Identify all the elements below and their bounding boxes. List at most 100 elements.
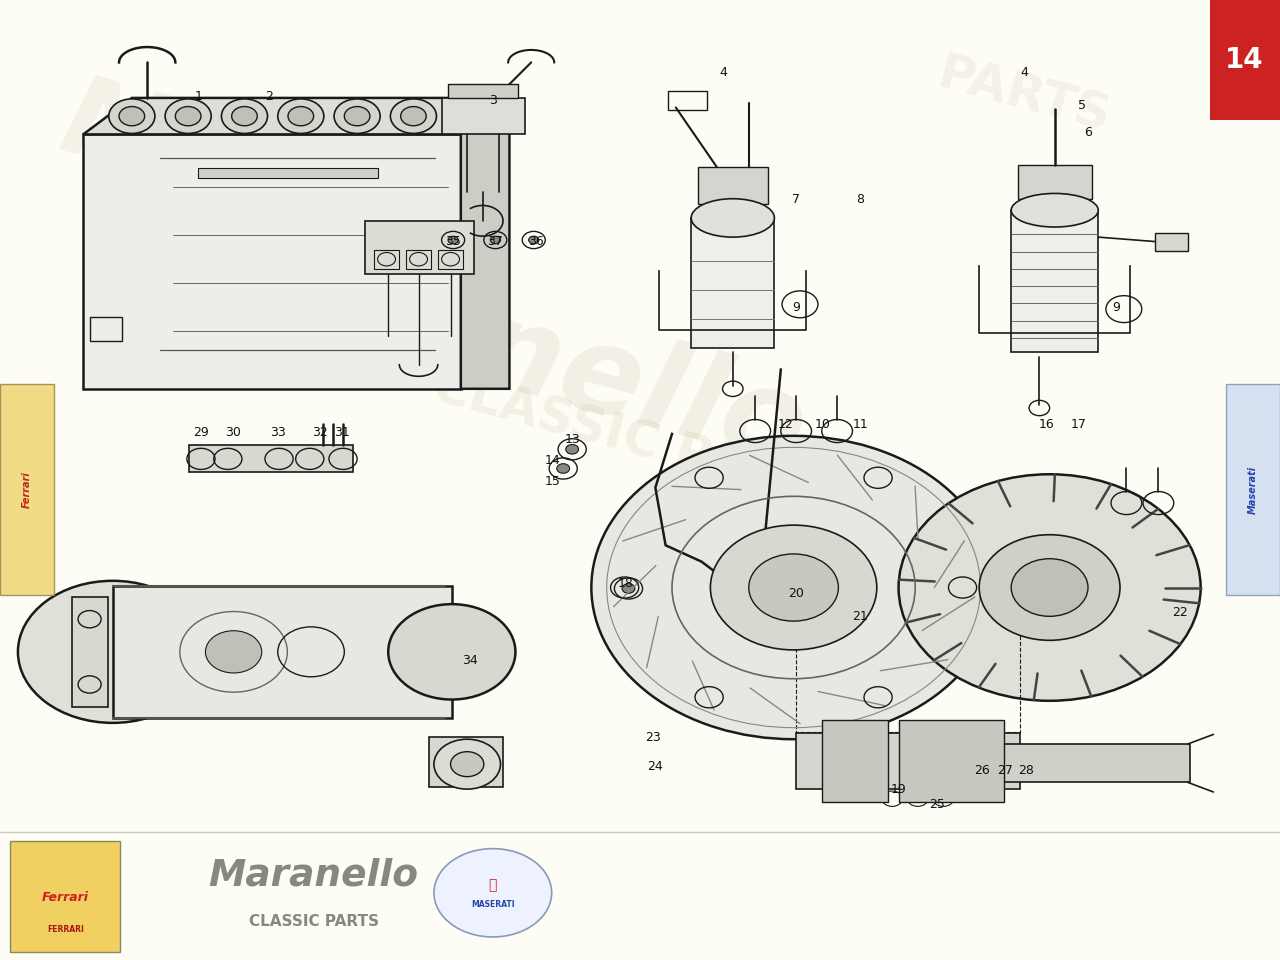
- Bar: [429, 737, 503, 787]
- Circle shape: [232, 107, 257, 126]
- Circle shape: [451, 752, 484, 777]
- Text: 6: 6: [1084, 126, 1092, 139]
- Text: 9: 9: [792, 300, 800, 314]
- Text: Maranello: Maranello: [209, 857, 419, 894]
- Text: 34: 34: [462, 654, 477, 667]
- Text: 24: 24: [648, 759, 663, 773]
- Text: 1: 1: [195, 89, 202, 103]
- Text: 12: 12: [778, 418, 794, 431]
- Text: CLASSIC PARTS: CLASSIC PARTS: [428, 363, 852, 520]
- Text: Maranello: Maranello: [128, 201, 819, 491]
- Bar: [365, 221, 474, 274]
- Text: PARTS: PARTS: [932, 50, 1116, 142]
- Circle shape: [622, 584, 635, 593]
- Bar: [822, 720, 888, 802]
- Text: 32: 32: [312, 425, 328, 439]
- Circle shape: [278, 99, 324, 133]
- Circle shape: [221, 99, 268, 133]
- Text: 20: 20: [788, 587, 804, 600]
- Bar: [796, 733, 1020, 789]
- Text: 16: 16: [1039, 418, 1055, 431]
- Bar: [668, 91, 707, 110]
- Bar: [198, 168, 378, 178]
- Circle shape: [749, 554, 838, 621]
- Circle shape: [529, 236, 539, 244]
- Circle shape: [334, 99, 380, 133]
- Bar: [1001, 744, 1190, 782]
- Text: 11: 11: [852, 418, 868, 431]
- Text: 25: 25: [929, 798, 945, 811]
- Circle shape: [165, 99, 211, 133]
- Circle shape: [979, 535, 1120, 640]
- Text: 28: 28: [1019, 764, 1034, 778]
- Circle shape: [205, 631, 262, 673]
- Bar: [911, 525, 989, 650]
- Text: 23: 23: [645, 731, 660, 744]
- Bar: [90, 317, 122, 341]
- Polygon shape: [461, 98, 509, 389]
- Text: Ferrari: Ferrari: [42, 891, 88, 904]
- Circle shape: [448, 236, 458, 244]
- Bar: [72, 597, 108, 707]
- Bar: [899, 720, 1004, 802]
- Text: 27: 27: [997, 764, 1012, 778]
- Bar: [189, 445, 353, 472]
- Circle shape: [119, 107, 145, 126]
- Text: 3: 3: [489, 94, 497, 108]
- Circle shape: [401, 107, 426, 126]
- Text: 17: 17: [1071, 418, 1087, 431]
- Text: 29: 29: [193, 425, 209, 439]
- FancyBboxPatch shape: [10, 841, 120, 952]
- Text: 2: 2: [265, 89, 273, 103]
- Circle shape: [388, 604, 516, 700]
- Text: 18: 18: [618, 577, 634, 590]
- Text: 14: 14: [545, 454, 561, 468]
- Text: 31: 31: [334, 425, 349, 439]
- Text: Ferrari: Ferrari: [22, 471, 32, 508]
- Circle shape: [18, 581, 207, 723]
- Circle shape: [434, 739, 500, 789]
- Bar: [374, 250, 399, 269]
- FancyBboxPatch shape: [1226, 384, 1280, 595]
- Bar: [1155, 233, 1188, 251]
- Text: 14: 14: [1225, 45, 1263, 74]
- Text: 37: 37: [488, 235, 503, 249]
- Bar: [1011, 210, 1098, 352]
- FancyBboxPatch shape: [1210, 0, 1280, 120]
- Text: 26: 26: [974, 764, 989, 778]
- Bar: [1018, 165, 1092, 199]
- Circle shape: [175, 107, 201, 126]
- Circle shape: [434, 849, 552, 937]
- Text: 13: 13: [564, 433, 580, 446]
- Text: 19: 19: [891, 782, 906, 796]
- Text: 15: 15: [545, 475, 561, 489]
- Circle shape: [899, 474, 1201, 701]
- Text: 4: 4: [719, 65, 727, 79]
- Text: MASERATI: MASERATI: [471, 900, 515, 909]
- Bar: [438, 250, 463, 269]
- Bar: [448, 84, 518, 98]
- Circle shape: [490, 236, 500, 244]
- Text: 22: 22: [1172, 606, 1188, 619]
- Text: 7: 7: [792, 193, 800, 206]
- Text: 30: 30: [225, 425, 241, 439]
- Circle shape: [390, 99, 436, 133]
- Bar: [698, 167, 768, 204]
- Ellipse shape: [691, 199, 774, 237]
- Text: 8: 8: [856, 193, 864, 206]
- Bar: [442, 98, 525, 134]
- Polygon shape: [83, 98, 509, 134]
- Text: 21: 21: [852, 610, 868, 623]
- Bar: [406, 250, 431, 269]
- Circle shape: [591, 436, 996, 739]
- Text: CLASSIC PARTS: CLASSIC PARTS: [248, 914, 379, 929]
- Ellipse shape: [1011, 194, 1098, 227]
- Circle shape: [1011, 559, 1088, 616]
- Text: FERRARI: FERRARI: [47, 924, 83, 934]
- Text: 10: 10: [815, 418, 831, 431]
- Circle shape: [557, 464, 570, 473]
- Bar: [691, 218, 774, 348]
- Text: ⸻: ⸻: [489, 878, 497, 892]
- Bar: [113, 586, 452, 718]
- Text: 9: 9: [1112, 300, 1120, 314]
